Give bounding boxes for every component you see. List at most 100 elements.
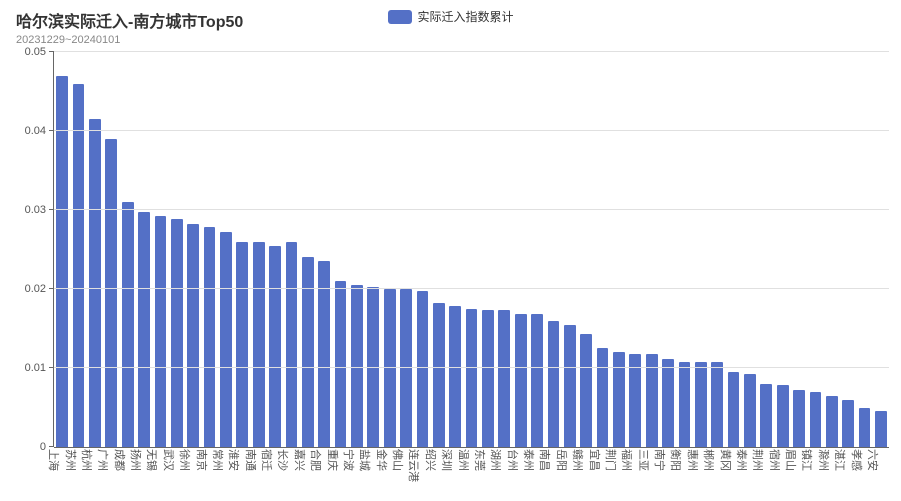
x-axis-category-label: 黄冈 <box>718 449 734 471</box>
bar-slot <box>169 52 185 447</box>
x-axis-category-label: 郴州 <box>701 449 717 471</box>
bar <box>466 309 478 447</box>
bar-slot <box>87 52 103 447</box>
bar-slot <box>185 52 201 447</box>
x-axis-category-label: 南昌 <box>537 449 553 471</box>
bar <box>286 242 298 447</box>
bar-slot <box>120 52 136 447</box>
bar-slot <box>709 52 725 447</box>
x-axis-category-label: 湖州 <box>488 449 504 471</box>
bar-slot <box>234 52 250 447</box>
bar-slot <box>775 52 791 447</box>
x-axis-category-label: 广州 <box>95 449 111 471</box>
x-axis-category-label: 惠州 <box>685 449 701 471</box>
bar <box>155 216 167 447</box>
x-axis-labels: 上海苏州杭州广州成都扬州无锡武汉徐州南京常州淮安南通宿迁长沙嘉兴合肥重庆宁波盐城… <box>54 447 889 501</box>
bar-slot <box>103 52 119 447</box>
x-axis-category-label: 湛江 <box>832 449 848 471</box>
bar-slot <box>463 52 479 447</box>
bar-slot <box>856 52 872 447</box>
bar <box>335 281 347 447</box>
bar-slot <box>218 52 234 447</box>
x-axis-category-label: 金华 <box>374 449 390 471</box>
bar <box>449 306 461 447</box>
x-axis-category-label: 荆门 <box>603 449 619 471</box>
bar-slot <box>873 52 889 447</box>
chart-plot-area: 00.010.020.030.040.05 <box>54 52 889 447</box>
bar <box>760 384 772 447</box>
bar-slot <box>251 52 267 447</box>
bar <box>679 362 691 447</box>
y-tick-label: 0.05 <box>25 46 46 58</box>
bar-slot <box>742 52 758 447</box>
bar-slot <box>136 52 152 447</box>
gridline <box>54 209 889 210</box>
x-axis-category-label: 南京 <box>194 449 210 471</box>
bar <box>56 76 68 447</box>
bar <box>318 261 330 447</box>
y-tick-mark <box>49 51 54 52</box>
x-axis-category-label: 孝感 <box>849 449 865 471</box>
x-axis-category-label: 淮安 <box>226 449 242 471</box>
bar <box>138 212 150 447</box>
x-axis-category-label: 武汉 <box>161 449 177 471</box>
bar-slot <box>644 52 660 447</box>
x-axis-category-label: 杭州 <box>79 449 95 471</box>
x-axis-category-label: 连云港 <box>406 449 422 482</box>
x-axis-category-label: 扬州 <box>128 449 144 471</box>
y-tick-label: 0.03 <box>25 204 46 216</box>
bar-slot <box>480 52 496 447</box>
bar <box>597 348 609 447</box>
x-axis-category-label: 上海 <box>46 449 62 471</box>
x-axis-category-label: 盐城 <box>357 449 373 471</box>
x-axis-category-label: 嘉兴 <box>292 449 308 471</box>
x-axis-category-label: 佛山 <box>390 449 406 471</box>
bar <box>187 224 199 447</box>
bar <box>662 359 674 447</box>
bar <box>515 314 527 447</box>
x-axis-category-label: 合肥 <box>308 449 324 471</box>
bar-slot <box>611 52 627 447</box>
bar <box>564 325 576 447</box>
bar <box>842 400 854 447</box>
x-axis-category-label: 温州 <box>456 449 472 471</box>
x-axis-category-label: 重庆 <box>325 449 341 471</box>
y-tick-mark <box>49 367 54 368</box>
bar-slot <box>283 52 299 447</box>
bars-container <box>54 52 889 447</box>
gridline <box>54 51 889 52</box>
bar <box>236 242 248 447</box>
bar-slot <box>594 52 610 447</box>
x-axis-category-label: 衡阳 <box>668 449 684 471</box>
x-axis-category-label: 绍兴 <box>423 449 439 471</box>
bar <box>204 227 216 447</box>
x-axis-category-label: 南宁 <box>652 449 668 471</box>
bar-slot <box>807 52 823 447</box>
bar-slot <box>824 52 840 447</box>
bar-slot <box>758 52 774 447</box>
bar <box>711 362 723 447</box>
gridline <box>54 130 889 131</box>
bar <box>220 232 232 447</box>
y-tick-label: 0.04 <box>25 125 46 137</box>
x-axis-category-label: 常州 <box>210 449 226 471</box>
bar <box>269 246 281 447</box>
bar-slot <box>332 52 348 447</box>
bar-slot <box>267 52 283 447</box>
bar-slot <box>201 52 217 447</box>
x-axis-category-label: 台州 <box>505 449 521 471</box>
bar-slot <box>725 52 741 447</box>
y-tick-label: 0.01 <box>25 362 46 374</box>
bar <box>482 310 494 447</box>
x-axis-category-label: 镇江 <box>799 449 815 471</box>
x-axis-category-label: 无锡 <box>144 449 160 471</box>
y-tick-mark <box>49 209 54 210</box>
bar-slot <box>578 52 594 447</box>
bar-slot <box>414 52 430 447</box>
bar-slot <box>513 52 529 447</box>
bar-slot <box>693 52 709 447</box>
chart-subtitle: 20231229~20240101 <box>16 34 243 46</box>
bar <box>793 390 805 447</box>
bar-slot <box>791 52 807 447</box>
x-axis-category-label: 岳阳 <box>554 449 570 471</box>
